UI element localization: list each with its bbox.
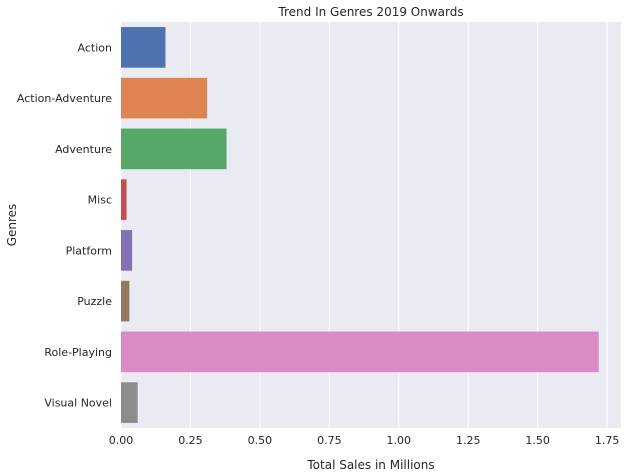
y-tick-labels: Action Action-Adventure Adventure Misc Platf… <box>17 41 112 409</box>
y-tick-label: Action <box>78 41 112 54</box>
x-tick-label: 0.75 <box>317 434 342 447</box>
bar-adventure <box>121 128 227 170</box>
y-tick-label: Role-Playing <box>44 346 112 359</box>
x-tick-label: 0.00 <box>109 434 134 447</box>
x-tick-label: 0.25 <box>178 434 203 447</box>
bar-puzzle <box>121 280 130 322</box>
bar-misc <box>121 179 127 220</box>
x-tick-labels: 0.00 0.25 0.50 0.75 1.00 1.25 1.50 1.75 <box>109 434 620 447</box>
x-tick-label: 1.00 <box>387 434 412 447</box>
y-tick-label: Platform <box>66 244 112 257</box>
y-tick-label: Puzzle <box>77 295 112 308</box>
x-tick-label: 0.50 <box>248 434 273 447</box>
bar-platform <box>121 230 133 271</box>
bar-action-adventure <box>121 77 208 119</box>
y-axis-label: Genres <box>5 204 19 247</box>
y-tick-label: Misc <box>88 194 112 207</box>
x-axis-label: Total Sales in Millions <box>306 458 434 472</box>
y-tick-label: Visual Novel <box>44 397 112 410</box>
x-tick-label: 1.50 <box>525 434 550 447</box>
bar-role-playing <box>121 331 599 373</box>
y-tick-label: Action-Adventure <box>17 92 112 105</box>
x-tick-label: 1.75 <box>595 434 620 447</box>
bar-action <box>121 27 166 68</box>
y-tick-label: Adventure <box>55 143 112 156</box>
chart-title: Trend In Genres 2019 Onwards <box>277 5 463 19</box>
x-tick-label: 1.25 <box>456 434 481 447</box>
bars <box>121 27 599 423</box>
bar-visual-novel <box>121 382 138 423</box>
